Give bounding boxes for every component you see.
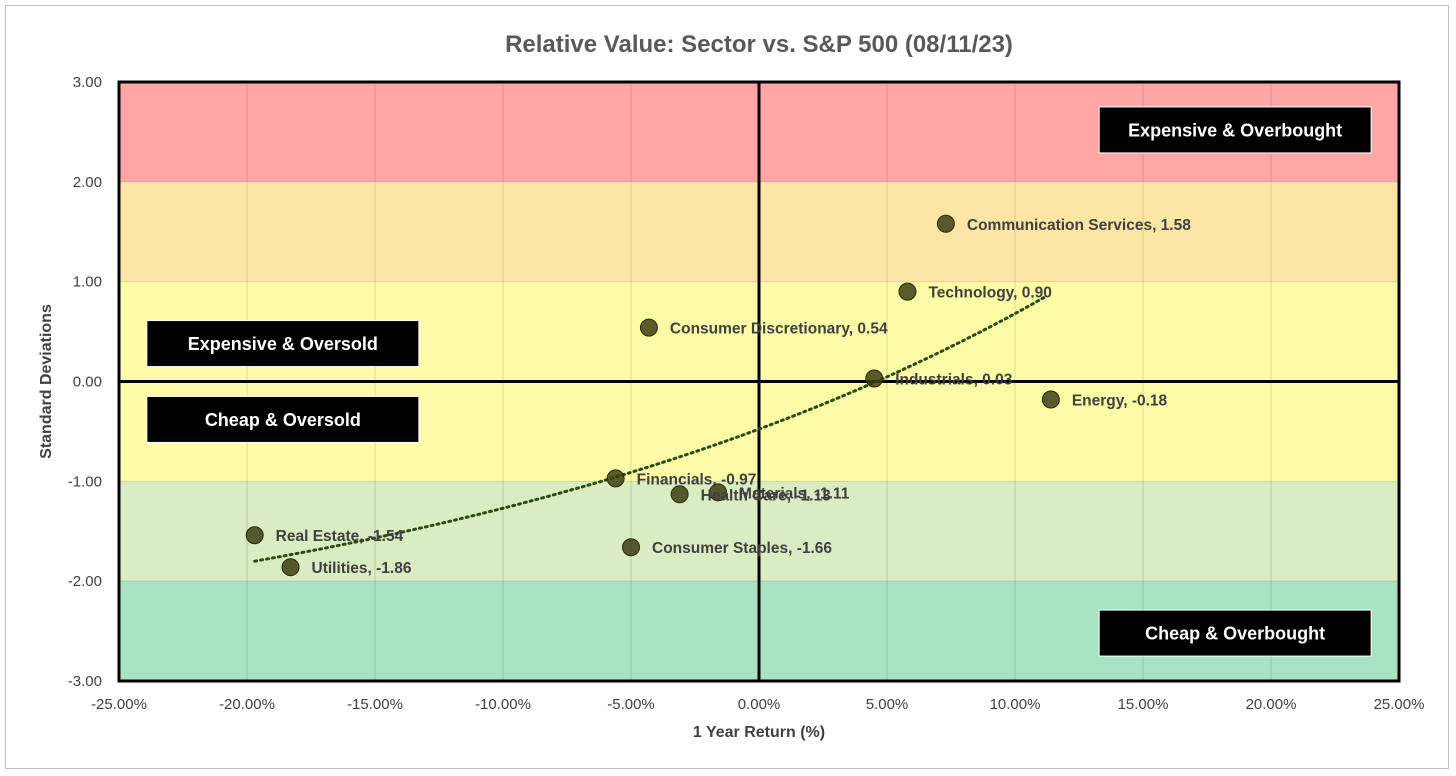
- quadrant-label-box: [1098, 106, 1372, 154]
- data-point: [639, 318, 658, 337]
- data-point: [281, 558, 300, 577]
- x-tick-label: -20.00%: [219, 696, 275, 713]
- data-point: [670, 485, 689, 504]
- y-tick-label: 3.00: [73, 74, 102, 91]
- axes: [117, 80, 1401, 683]
- data-point-label: Energy, -0.18: [1072, 392, 1168, 409]
- scatter-chart: Relative Value: Sector vs. S&P 500 (08/1…: [38, 31, 1424, 741]
- data-point-label: Real Estate, -1.54: [276, 528, 404, 545]
- data-point: [606, 469, 625, 488]
- x-tick-label: 15.00%: [1118, 696, 1169, 713]
- trendline-group: [253, 295, 1048, 563]
- data-points: Communication Services, 1.58 Technology, …: [245, 214, 1191, 577]
- x-tick-label: 25.00%: [1374, 696, 1425, 713]
- quadrant-label-box: [146, 395, 420, 443]
- data-point: [245, 526, 264, 545]
- y-tick-labels: 3.00 2.00 1.00 0.00 -1.00 -2.00 -3.00: [68, 74, 102, 690]
- data-point-label: Consumer Discretionary, 0.54: [670, 321, 888, 338]
- data-point-label: Materials, -1.11: [739, 485, 850, 502]
- x-tick-label: 10.00%: [990, 696, 1041, 713]
- x-axis-title: 1 Year Return (%): [693, 724, 825, 741]
- y-tick-label: 2.00: [73, 174, 102, 191]
- y-tick-label: -2.00: [68, 573, 102, 590]
- data-point-label: Industrials, 0.03: [895, 372, 1013, 389]
- x-tick-label: -10.00%: [475, 696, 531, 713]
- quadrant-label: Cheap & Overbought: [1145, 624, 1325, 644]
- data-point-label: Communication Services, 1.58: [967, 217, 1191, 234]
- data-point-label: Health Care, -1.13: [701, 487, 831, 504]
- quadrant-labels: Expensive & Overbought Expensive & Overso…: [146, 106, 1372, 657]
- quadrant-label: Cheap & Oversold: [205, 410, 361, 430]
- data-point-label: Technology, 0.90: [928, 285, 1051, 302]
- data-point: [622, 538, 640, 557]
- chart-frame: Relative Value: Sector vs. S&P 500 (08/1…: [5, 5, 1449, 769]
- quadrant-label-box: [1098, 609, 1372, 657]
- trendline: [253, 295, 1048, 563]
- data-point-label: Financials, -0.97: [637, 471, 757, 488]
- data-point-label: Consumer Staples, -1.66: [652, 540, 832, 557]
- data-point-label: Utilities, -1.86: [312, 560, 412, 577]
- x-tick-label: 0.00%: [738, 696, 781, 713]
- quadrant-label: Expensive & Oversold: [188, 334, 378, 354]
- x-tick-label: 5.00%: [866, 696, 909, 713]
- x-tick-label: 20.00%: [1246, 696, 1297, 713]
- x-tick-label: -5.00%: [607, 696, 655, 713]
- y-tick-label: -3.00: [68, 673, 102, 690]
- data-point: [709, 483, 728, 502]
- x-tick-label: -25.00%: [91, 696, 147, 713]
- quadrant-label: Expensive & Overbought: [1128, 120, 1342, 140]
- quadrant-label-box: [146, 320, 420, 368]
- y-tick-label: 1.00: [73, 274, 102, 291]
- data-point: [1041, 390, 1060, 409]
- data-point: [865, 369, 884, 388]
- x-tick-label: -15.00%: [347, 696, 403, 713]
- y-tick-label: 0.00: [73, 374, 102, 391]
- y-axis-title: Standard Deviations: [38, 304, 55, 459]
- data-point: [898, 282, 917, 301]
- data-point: [936, 214, 955, 233]
- x-tick-labels: -25.00% -20.00% -15.00% -10.00% -5.00% 0.00% 5…: [91, 696, 1424, 713]
- y-tick-label: -1.00: [68, 473, 102, 490]
- chart-title: Relative Value: Sector vs. S&P 500 (08/1…: [505, 31, 1013, 58]
